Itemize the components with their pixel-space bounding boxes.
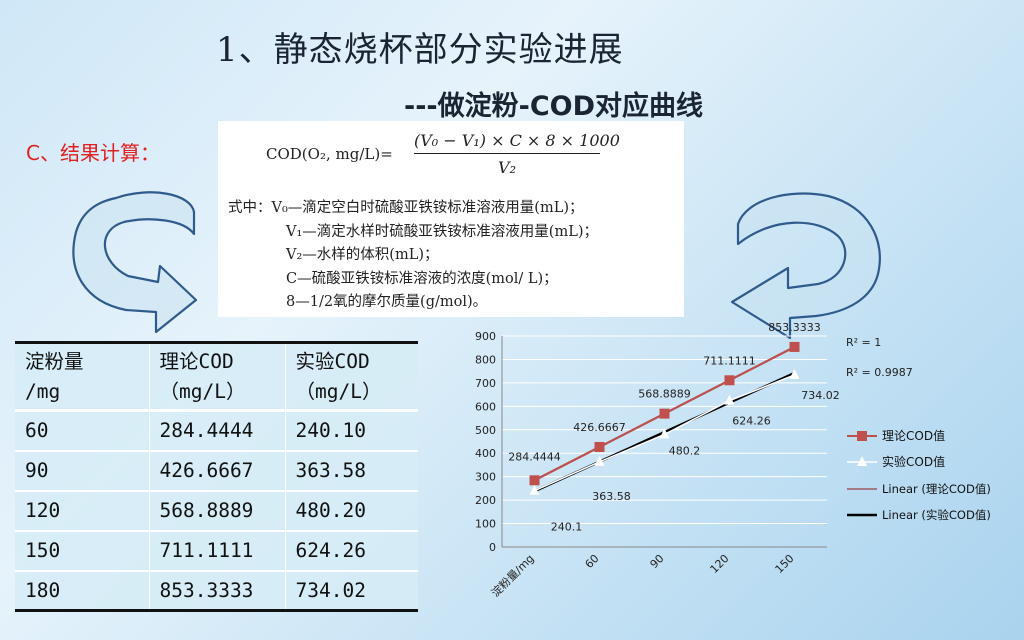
data-label: 240.1 <box>551 521 583 534</box>
data-point <box>529 475 540 486</box>
table-row: 120 568.8889 480.20 <box>15 490 418 531</box>
data-point <box>529 484 540 495</box>
column-header: 淀粉量/mg <box>15 342 150 411</box>
formula-line: V₂—水样的体积(mL)； <box>286 247 439 263</box>
data-point <box>789 368 800 379</box>
table-cell: 426.6667 <box>149 450 286 491</box>
table-cell: 853.3333 <box>149 570 286 611</box>
x-tick-label: 60 <box>583 552 602 571</box>
legend-label: Linear (实验COD值) <box>882 508 991 522</box>
data-label: 853.3333 <box>768 322 821 334</box>
cod-chart: 0 100 200 300 400 500 600 700 800 900 淀粉量/mg 60 90 12… <box>475 322 991 600</box>
table-row: 60 284.4444 240.10 <box>15 410 418 451</box>
y-tick-label: 200 <box>475 494 496 507</box>
y-tick-label: 100 <box>475 518 496 531</box>
legend-label: Linear (理论COD值) <box>882 482 991 496</box>
table-cell: 60 <box>15 410 150 451</box>
data-label: 568.8889 <box>638 388 691 401</box>
y-tick-label: 400 <box>475 447 496 460</box>
table-cell: 240.10 <box>295 419 366 443</box>
formula-line: 8—1/2氧的摩尔质量(g/mol)。 <box>286 294 488 310</box>
y-tick-label: 700 <box>475 377 496 390</box>
column-header: 实验COD （mg/L） <box>295 349 382 403</box>
y-tick-label: 300 <box>475 471 496 484</box>
x-tick-label: 淀粉量/mg <box>488 551 536 599</box>
data-label: 480.2 <box>669 444 701 457</box>
formula-legend: 式中：V₀—滴定空白时硫酸亚铁铵标准溶液用量(mL)； V₁—滴定水样时硫酸亚铁… <box>228 197 598 315</box>
x-tick-label: 120 <box>708 552 732 576</box>
section-label: C、结果计算： <box>26 141 160 165</box>
formula-line: V₁—滴定水样时硫酸亚铁铵标准溶液用量(mL)； <box>286 223 598 240</box>
table-header-row: 淀粉量/mg 理论COD （mg/L） 实验COD （mg/L） <box>15 342 418 411</box>
table-cell: 568.8889 <box>149 490 286 531</box>
table-cell: 120 <box>15 490 150 531</box>
legend-swatch <box>857 431 867 441</box>
table-cell: 624.26 <box>295 539 366 562</box>
table-cell: 180 <box>15 570 150 611</box>
data-point <box>724 394 735 405</box>
table-row: 150 711.1111 624.26 <box>15 530 418 571</box>
r2-label: R² = 1 <box>846 336 881 349</box>
data-label: 711.1111 <box>703 354 756 367</box>
x-tick-label: 90 <box>648 552 667 571</box>
legend-swatch <box>857 456 867 466</box>
r2-label: R² = 0.9987 <box>846 366 913 379</box>
formula-box: COD(O₂, mg/L)= (V₀ − V₁) × C × 8 × 1000 … <box>218 121 684 317</box>
data-label: 734.02 <box>801 389 840 402</box>
y-tick-label: 600 <box>475 400 496 413</box>
table-row: 90 426.6667 363.58 <box>15 450 418 491</box>
data-table: 淀粉量/mg 理论COD （mg/L） 实验COD （mg/L） 60 284.444… <box>15 341 418 612</box>
curved-arrow-left-icon <box>72 191 198 334</box>
curved-arrow-right-icon <box>730 192 881 340</box>
formula-numerator: (V₀ − V₁) × C × 8 × 1000 <box>414 131 620 154</box>
data-point <box>789 341 800 352</box>
data-label: 284.4444 <box>508 450 561 463</box>
formula-line: C—硫酸亚铁铵标准溶液的浓度(mol/ L)； <box>286 270 558 287</box>
y-tick-label: 800 <box>475 353 496 366</box>
data-point <box>659 428 670 439</box>
legend-label: 实验COD值 <box>882 454 945 469</box>
data-label: 624.26 <box>732 415 771 428</box>
formula-line: 式中：V₀—滴定空白时硫酸亚铁铵标准溶液用量(mL)； <box>228 200 584 216</box>
data-label: 426.6667 <box>573 421 626 434</box>
data-point <box>594 441 605 452</box>
formula-lhs: COD(O₂, mg/L)= <box>266 145 393 163</box>
x-tick-label: 150 <box>773 552 797 576</box>
legend-label: 理论COD值 <box>882 428 945 443</box>
slide-subtitle: ---做淀粉-COD对应曲线 <box>404 91 704 122</box>
data-label: 363.58 <box>592 490 631 503</box>
column-header: 理论COD （mg/L） <box>149 342 286 411</box>
table-cell: 734.02 <box>295 578 366 602</box>
slide-title: 1、静态烧杯部分实验进展 <box>216 30 624 70</box>
formula-fraction: (V₀ − V₁) × C × 8 × 1000 V₂ <box>414 131 620 177</box>
table-cell: 284.4444 <box>149 410 286 451</box>
data-point <box>659 408 670 419</box>
table-cell: 363.58 <box>295 459 366 482</box>
table-cell: 150 <box>15 530 150 571</box>
table-cell: 711.1111 <box>149 530 286 571</box>
data-point <box>594 455 605 466</box>
formula-denominator: V₂ <box>498 158 516 177</box>
table-cell: 480.20 <box>295 499 366 522</box>
table-cell: 90 <box>15 450 150 491</box>
y-tick-label: 900 <box>475 330 496 343</box>
y-tick-label: 500 <box>475 424 496 437</box>
table-row: 180 853.3333 734.02 <box>15 570 418 611</box>
y-tick-label: 0 <box>489 541 496 554</box>
data-point <box>724 375 735 386</box>
